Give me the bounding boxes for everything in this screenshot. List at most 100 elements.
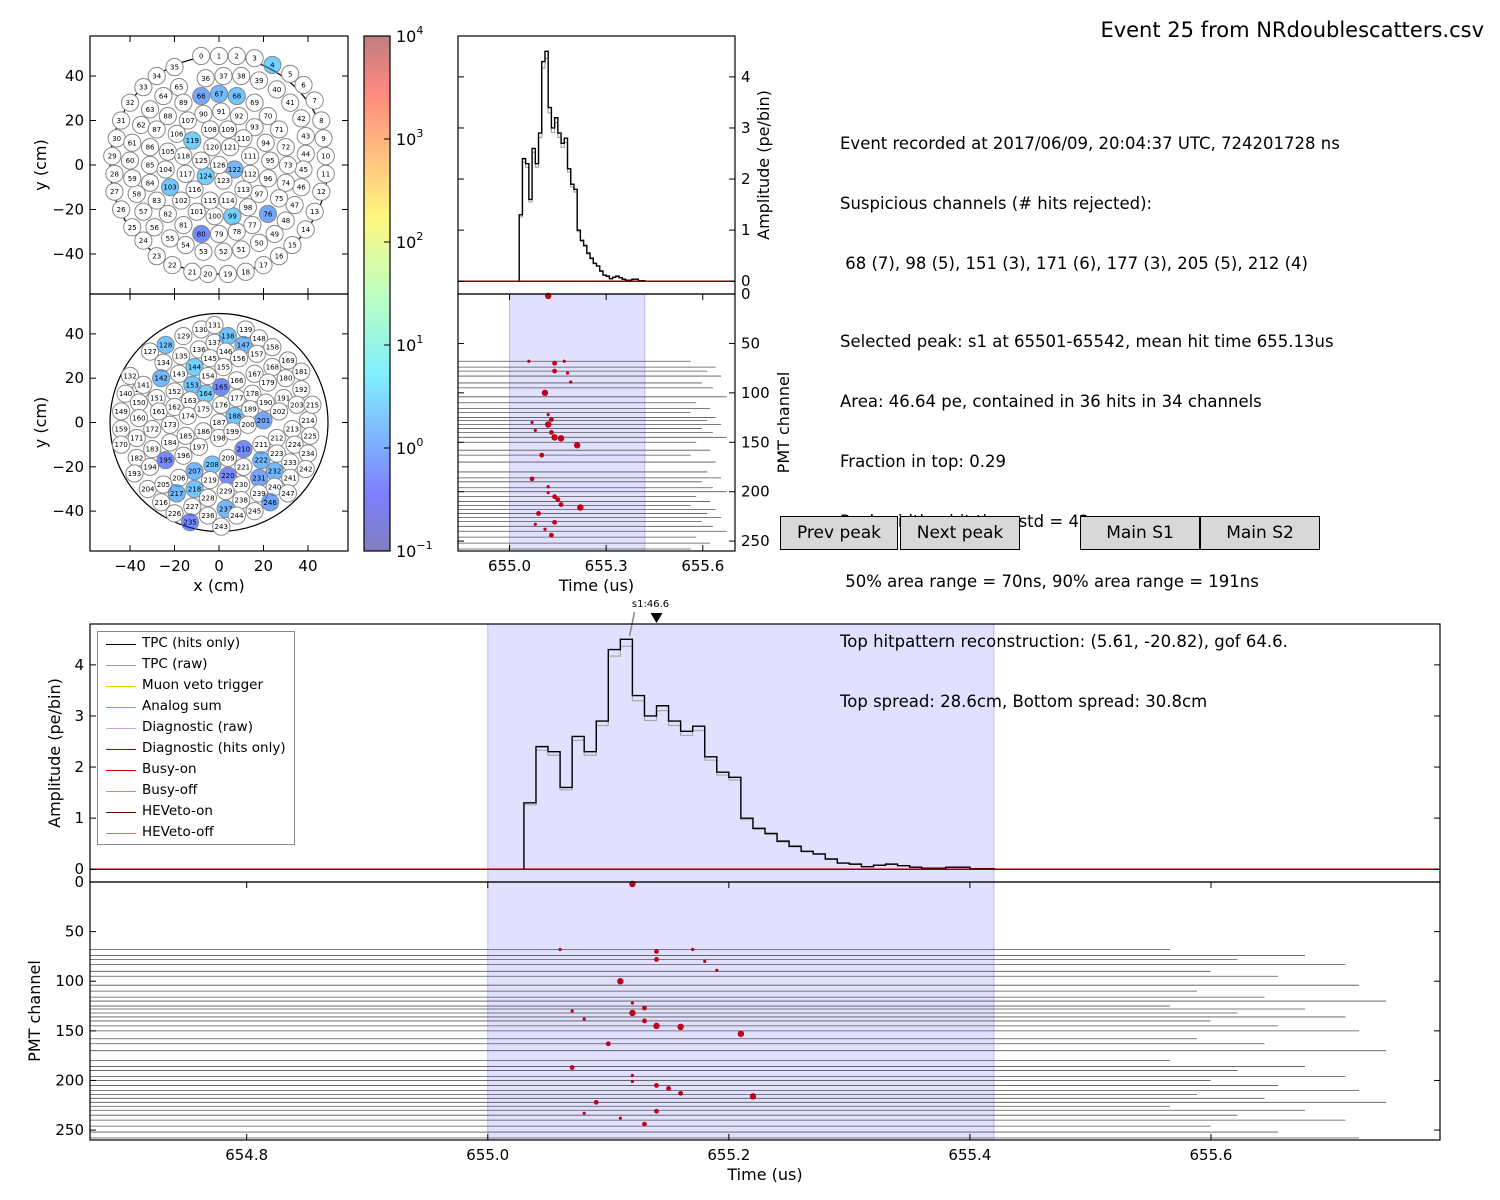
- y-axis-label: PMT channel: [774, 372, 793, 474]
- pmt-circle: [156, 160, 175, 179]
- hit-point: [618, 1116, 622, 1120]
- pmt-label: 95: [266, 157, 275, 165]
- pmt-circle: [218, 120, 237, 139]
- pmt-label: 223: [270, 450, 283, 458]
- legend-item: HEVeto-off: [98, 823, 294, 843]
- colorbar-tick-label: 101: [396, 333, 423, 355]
- pmt-label: 68: [232, 93, 241, 101]
- y-tick-label: 0: [741, 272, 751, 290]
- pmt-circle: [256, 393, 275, 412]
- y-tick-label: 3: [741, 119, 751, 137]
- pmt-label: 34: [152, 73, 161, 81]
- pmt-label: 205: [157, 481, 170, 489]
- legend-item: Muon veto trigger: [98, 676, 294, 696]
- pmt-circle: [265, 224, 284, 244]
- pmt-label: 2: [235, 53, 239, 61]
- pmt-label: 179: [261, 379, 274, 387]
- pmt-label: 101: [190, 208, 203, 216]
- y-tick-label: 4: [741, 68, 751, 86]
- pmt-label: 90: [199, 110, 208, 118]
- pmt-circle: [221, 138, 240, 157]
- legend-label: Muon veto trigger: [142, 677, 264, 693]
- pmt-label: 233: [283, 459, 296, 467]
- pmt-label: 14: [301, 226, 310, 234]
- pmt-circle: [165, 397, 184, 417]
- pmt-circle: [152, 493, 171, 512]
- pmt-circle: [140, 100, 160, 119]
- pmt-label: 244: [230, 512, 244, 520]
- pmt-circle: [294, 75, 313, 95]
- next-peak-button[interactable]: Next peak: [900, 516, 1020, 550]
- pmt-circle: [236, 262, 255, 281]
- y-tick-label: −20: [52, 200, 84, 218]
- pmt-circle: [227, 86, 246, 106]
- pmt-label: 219: [203, 477, 216, 485]
- hit-point: [582, 1111, 586, 1115]
- hit-point: [552, 360, 558, 366]
- tick-exponent: 4: [416, 24, 423, 37]
- pmt-label: 3: [252, 55, 256, 63]
- peak-marker-label: s1:46.6: [632, 599, 669, 610]
- legend-swatch: [106, 770, 136, 771]
- pmt-circle: [205, 315, 224, 335]
- main-s1-button[interactable]: Main S1: [1080, 516, 1200, 550]
- tick-base: 10: [396, 233, 416, 252]
- tick-base: 10: [396, 542, 416, 561]
- pmt-circle: [292, 362, 311, 381]
- pmt-label: 152: [168, 388, 181, 396]
- pmt-label: 112: [243, 170, 256, 178]
- prev-peak-button[interactable]: Prev peak: [780, 516, 898, 550]
- legend-swatch: [106, 812, 136, 813]
- main-s2-button[interactable]: Main S2: [1200, 516, 1320, 550]
- pmt-label: 118: [177, 153, 190, 161]
- pmt-circle: [267, 444, 286, 463]
- peak-info-block: Selected peak: s1 at 65501-65542, mean h…: [840, 292, 1334, 732]
- legend-swatch: [106, 665, 136, 666]
- hit-point: [642, 1005, 647, 1011]
- pmt-label: 103: [163, 184, 176, 192]
- pmt-circle: [112, 402, 131, 421]
- pmt-label: 20: [203, 270, 212, 278]
- x-tick-label: 655.3: [585, 557, 628, 575]
- pmt-label: 32: [126, 99, 135, 107]
- pmt-label: 155: [217, 364, 230, 372]
- pmt-label: 178: [246, 390, 259, 398]
- hit-point: [654, 957, 659, 962]
- hit-point: [533, 522, 537, 526]
- pmt-label: 236: [201, 512, 215, 520]
- pmt-label: 234: [301, 450, 315, 458]
- tick-exponent: 0: [416, 436, 423, 449]
- pmt-label: 80: [197, 230, 206, 238]
- pmt-circle: [281, 64, 300, 83]
- pmt-label: 164: [199, 390, 213, 398]
- pmt-label: 6: [301, 81, 306, 89]
- pmt-circle: [218, 448, 237, 468]
- pmt-label: 63: [146, 106, 155, 114]
- pmt-circle: [261, 151, 280, 170]
- pmt-label: 243: [215, 523, 228, 531]
- pmt-circle: [105, 164, 124, 183]
- pmt-circle: [209, 224, 229, 244]
- pmt-label: 62: [137, 121, 146, 129]
- pmt-label: 12: [317, 188, 326, 196]
- pmt-label: 130: [195, 326, 208, 334]
- pmt-label: 185: [179, 432, 192, 440]
- pmt-label: 225: [304, 432, 317, 440]
- pmt-label: 136: [192, 346, 206, 354]
- hit-point: [630, 1079, 635, 1084]
- pmt-label: 69: [250, 99, 259, 107]
- pmt-label: 192: [295, 386, 308, 394]
- pmt-circle: [301, 426, 320, 445]
- hit-point: [558, 947, 562, 952]
- pmt-label: 117: [179, 170, 192, 178]
- pmt-label: 9: [321, 135, 325, 143]
- pmt-label: 38: [237, 73, 246, 81]
- pmt-label: 104: [159, 166, 173, 174]
- pmt-label: 105: [161, 148, 174, 156]
- x-tick-label: 40: [298, 557, 317, 575]
- pmt-circle: [245, 502, 264, 521]
- pmt-label: 26: [117, 206, 126, 214]
- hit-point: [549, 429, 554, 435]
- peak-info-line: 50% area range = 70ns, 90% area range = …: [840, 572, 1259, 591]
- pmt-circle: [245, 49, 264, 68]
